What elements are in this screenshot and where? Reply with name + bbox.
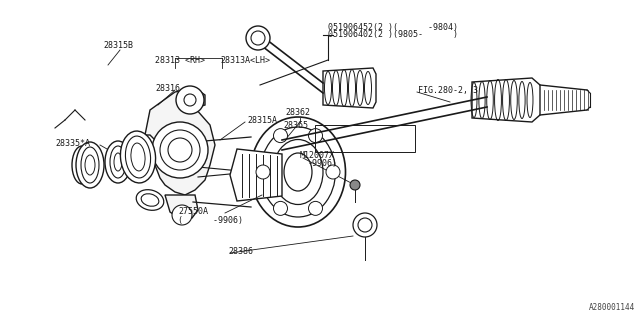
Text: 051906402(2 )(9805-      ): 051906402(2 )(9805- )	[328, 29, 458, 38]
Circle shape	[246, 26, 270, 50]
Ellipse shape	[340, 69, 348, 107]
Ellipse shape	[487, 81, 493, 119]
Text: 051906452(2 )(      -9804): 051906452(2 )( -9804)	[328, 22, 458, 31]
Ellipse shape	[495, 79, 501, 121]
Circle shape	[152, 122, 208, 178]
Circle shape	[172, 205, 192, 225]
Ellipse shape	[110, 146, 126, 178]
Ellipse shape	[356, 70, 364, 106]
Text: 28335*A: 28335*A	[55, 139, 90, 148]
Ellipse shape	[284, 153, 312, 191]
Ellipse shape	[511, 81, 517, 119]
Text: 28315B: 28315B	[103, 41, 133, 50]
Ellipse shape	[324, 71, 332, 105]
Circle shape	[326, 165, 340, 179]
Text: 28313 <RH>: 28313 <RH>	[155, 55, 205, 65]
Polygon shape	[145, 88, 215, 195]
Text: -9906): -9906)	[308, 158, 338, 167]
Circle shape	[251, 31, 265, 45]
Text: 28313A<LH>: 28313A<LH>	[220, 55, 270, 65]
Circle shape	[273, 129, 287, 143]
Ellipse shape	[114, 153, 122, 171]
Ellipse shape	[333, 70, 339, 106]
Ellipse shape	[76, 142, 104, 188]
Ellipse shape	[519, 82, 525, 118]
Text: FIG.280-2, 3: FIG.280-2, 3	[418, 85, 478, 94]
Circle shape	[308, 129, 323, 143]
Ellipse shape	[105, 141, 131, 183]
Text: 28316: 28316	[155, 84, 180, 92]
Ellipse shape	[527, 83, 533, 117]
Circle shape	[350, 180, 360, 190]
Polygon shape	[230, 149, 282, 201]
Ellipse shape	[81, 147, 99, 183]
Ellipse shape	[131, 143, 145, 171]
Ellipse shape	[120, 131, 156, 183]
Text: 28386: 28386	[228, 246, 253, 255]
Text: 27550A: 27550A	[178, 207, 208, 217]
Circle shape	[308, 201, 323, 215]
Ellipse shape	[136, 190, 164, 210]
Ellipse shape	[479, 82, 485, 118]
Circle shape	[256, 165, 270, 179]
Ellipse shape	[273, 140, 323, 204]
Circle shape	[184, 94, 196, 106]
Ellipse shape	[141, 194, 159, 206]
Circle shape	[358, 218, 372, 232]
Ellipse shape	[125, 136, 150, 178]
Text: (      -9906): ( -9906)	[178, 217, 243, 226]
Ellipse shape	[260, 127, 335, 217]
Circle shape	[168, 138, 192, 162]
Circle shape	[353, 213, 377, 237]
Text: 28362: 28362	[285, 108, 310, 116]
Ellipse shape	[250, 117, 346, 227]
Text: 28365: 28365	[283, 121, 308, 130]
Circle shape	[160, 130, 200, 170]
Text: M12007X: M12007X	[300, 150, 335, 159]
Ellipse shape	[502, 79, 509, 121]
Circle shape	[176, 86, 204, 114]
Text: A280001144: A280001144	[589, 303, 635, 312]
Ellipse shape	[471, 83, 477, 117]
Ellipse shape	[365, 71, 371, 105]
Text: 28315A: 28315A	[247, 116, 277, 124]
Ellipse shape	[349, 69, 355, 107]
Polygon shape	[165, 195, 198, 220]
Ellipse shape	[85, 155, 95, 175]
Circle shape	[273, 201, 287, 215]
